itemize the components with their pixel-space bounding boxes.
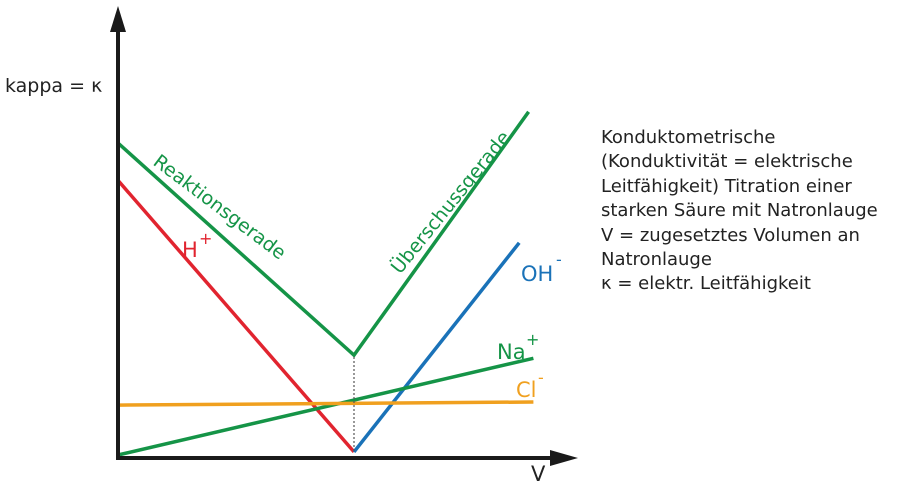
reaktionsgerade-label: Reaktionsgerade	[149, 150, 290, 264]
series-line-oh	[352, 241, 521, 453]
y-axis-label: kappa = κ	[5, 75, 102, 97]
description-line: Leitfähigkeit) Titration einer	[601, 175, 852, 197]
ueberschussgerade-label: Überschussgerade	[386, 126, 515, 278]
cl-minus-label: Cl -	[516, 368, 544, 402]
description-line: Konduktometrische	[601, 127, 776, 148]
h-plus-label: H +	[182, 229, 212, 262]
oh-ion-charge: -	[556, 250, 562, 269]
series-line-reaktionsgerade	[116, 110, 531, 358]
na-ion-charge: +	[526, 330, 539, 349]
y-axis-arrowhead	[110, 6, 126, 32]
cl-ion-symbol: Cl	[516, 378, 537, 402]
x-axis-label: V	[531, 462, 546, 486]
description-line: κ = elektr. Leitfähigkeit	[601, 273, 811, 295]
series-layer	[116, 110, 534, 457]
h-ion-symbol: H	[182, 238, 198, 262]
series-line-na	[117, 356, 534, 457]
x-axis-arrowhead	[550, 450, 578, 466]
series-line-h	[116, 179, 356, 454]
na-plus-label: Na +	[497, 330, 539, 364]
series-line-cl	[117, 400, 534, 407]
description-line: V = zugesetztes Volumen an	[601, 224, 860, 246]
oh-ion-symbol: OH	[521, 262, 553, 286]
h-ion-charge: +	[199, 229, 212, 248]
description-text: Konduktometrische (Konduktivität = elekt…	[601, 126, 901, 297]
oh-minus-label: OH -	[521, 250, 562, 286]
description-line: (Konduktivität = elektrische	[601, 151, 853, 173]
na-ion-symbol: Na	[497, 340, 526, 364]
description-line: Natronlauge	[601, 249, 712, 271]
description-line: starken Säure mit Natronlauge	[601, 200, 878, 222]
cl-ion-charge: -	[538, 368, 544, 387]
